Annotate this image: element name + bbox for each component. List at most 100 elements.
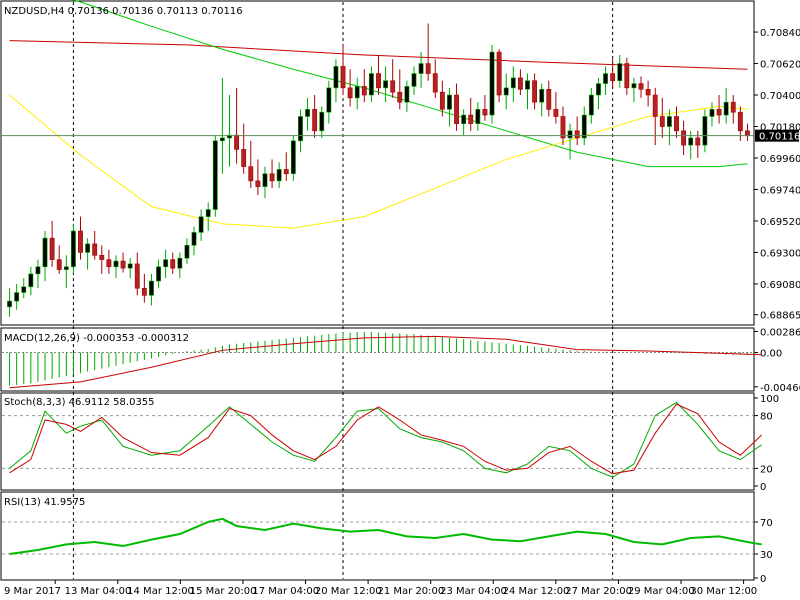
candle-body [383, 80, 389, 89]
rsi-panel: 70 30 0 [2, 517, 773, 585]
price-title: NZDUSD,H4 0.70136 0.70136 0.70113 0.7011… [4, 6, 243, 17]
price-ytick-label: 0.69080 [760, 280, 800, 291]
time-tick-label: 9 Mar 2017 [4, 586, 61, 597]
candle-body [290, 140, 296, 175]
price-panel: 0.70840 0.70620 0.70400 0.70180 0.69960 0.697… [2, 0, 800, 579]
candle-body [283, 169, 289, 175]
candle-body [745, 130, 750, 136]
candle-body [205, 209, 211, 217]
candle-body [560, 116, 566, 139]
candle-body [56, 259, 62, 270]
candle-body [425, 63, 431, 74]
price-panel-frame [0, 0, 755, 326]
time-tick-label: 13 Mar 04:00 [65, 586, 132, 597]
macd-panel-frame [0, 327, 755, 392]
candle-body [695, 137, 701, 146]
time-tick-label: 29 Mar 04:00 [628, 586, 695, 597]
time-tick-label: 30 Mar 12:00 [690, 586, 757, 597]
candle-body [716, 109, 722, 116]
candle-body [269, 173, 275, 182]
candle-body [603, 73, 608, 84]
candle-body [99, 255, 105, 260]
candle-body [14, 292, 20, 302]
candle-body [503, 87, 509, 96]
macd-signal-line [9, 335, 762, 389]
price-ytick-label: 0.70400 [760, 91, 800, 102]
candle-body [631, 83, 637, 89]
rsi-ytick-label: 0 [760, 574, 766, 585]
price-ytick-label: 0.70840 [760, 28, 800, 39]
candle-body [63, 266, 69, 270]
candle-body [666, 116, 672, 127]
candle-body [588, 94, 594, 116]
candle-body [78, 230, 83, 253]
candle-body [149, 280, 154, 296]
candle-body [191, 232, 197, 246]
price-ytick-label: 0.70180 [760, 123, 800, 134]
candle-body [255, 180, 261, 187]
candle-body [7, 300, 12, 308]
candle-body [354, 86, 360, 99]
candle-body [390, 80, 396, 93]
candle-body [49, 237, 55, 260]
last-price-box [755, 129, 799, 142]
candle-body [127, 263, 133, 269]
rsi-ytick-label: 70 [760, 518, 773, 529]
stoch-ytick-label: 20 [760, 464, 773, 475]
price-ytick-label: 0.69520 [760, 217, 800, 228]
candle-body [730, 101, 736, 113]
last-price-label: 0.70116 [759, 132, 800, 143]
candle-body [227, 134, 232, 139]
stoch-line [9, 401, 762, 478]
stoch-title: Stoch(8,3,3) 46.9112 58.0355 [4, 397, 155, 408]
price-ytick-label: 0.69740 [760, 185, 800, 196]
candle-body [624, 63, 630, 89]
macd-title: MACD(12,26,9) -0.000353 -0.000312 [4, 333, 189, 344]
candle-body [376, 73, 381, 89]
rsi-title: RSI(13) 41.9575 [4, 497, 85, 508]
time-tick-label: 21 Mar 20:00 [378, 586, 445, 597]
candle-body [461, 114, 467, 124]
candle-body [184, 244, 190, 259]
candle-body [134, 263, 140, 289]
candle-body [482, 109, 488, 116]
candle-body [737, 111, 743, 132]
candle-body [574, 130, 580, 139]
stoch-panel-frame [0, 392, 755, 491]
candle-body [106, 259, 112, 268]
candle-body [163, 259, 169, 268]
candle-body [496, 51, 502, 96]
stoch-ytick-label: 100 [760, 394, 779, 405]
candle-body [177, 257, 183, 269]
candle-body [539, 88, 545, 103]
candle-body [156, 266, 161, 282]
candle-body [674, 116, 679, 132]
moving-average-line [9, 94, 748, 229]
candle-body [567, 130, 573, 139]
time-tick-label: 23 Mar 04:00 [440, 586, 507, 597]
candle-body [439, 91, 445, 110]
candle-body [312, 109, 318, 132]
candle-body [35, 266, 41, 275]
rsi-line [9, 517, 762, 555]
candle-body [397, 91, 403, 103]
candle-body [681, 130, 687, 146]
candle-body [219, 137, 225, 142]
stoch-panel: 100 80 20 0 [2, 394, 779, 493]
candle-body [361, 86, 367, 96]
candle-body [326, 87, 332, 113]
macd-ytick-label: 0.00 [760, 349, 782, 360]
candle-body [702, 116, 708, 146]
candle-body [340, 66, 346, 89]
candle-body [546, 88, 552, 110]
macd-ytick-label: 0.002864 [760, 327, 800, 338]
time-tick-label: 14 Mar 12:00 [127, 586, 194, 597]
candle-body [234, 134, 240, 150]
macd-ytick-label: -0.004666 [760, 383, 800, 394]
candle-body [418, 63, 424, 74]
candle-body [85, 243, 91, 253]
candle-body [553, 109, 559, 117]
candle-body [319, 111, 325, 132]
